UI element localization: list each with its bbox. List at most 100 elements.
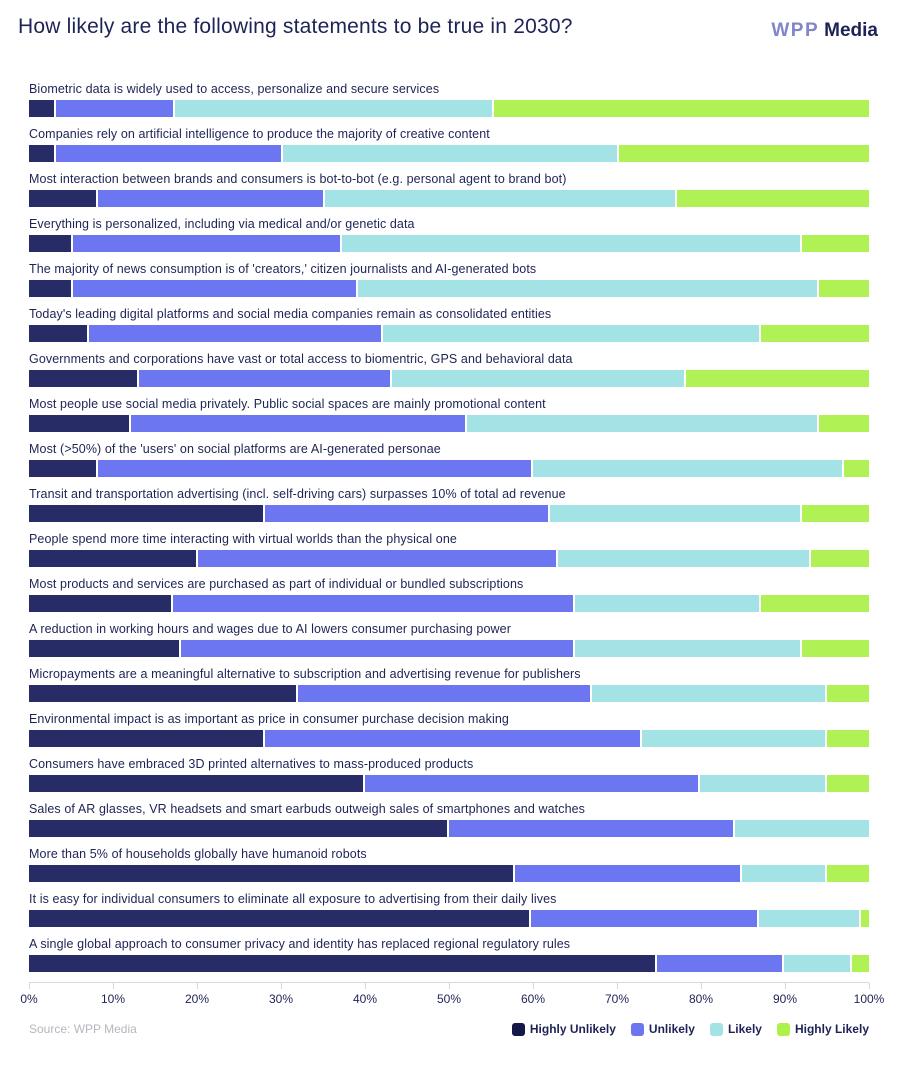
bar-segment-highly-unlikely xyxy=(29,235,71,252)
statement-label: It is easy for individual consumers to e… xyxy=(29,892,557,906)
axis-tick-label: 70% xyxy=(604,992,630,1006)
chart-row: Companies rely on artificial intelligenc… xyxy=(29,127,869,162)
statement-label: Transit and transportation advertising (… xyxy=(29,487,566,501)
stacked-bar xyxy=(29,415,869,432)
legend-label: Highly Likely xyxy=(794,1022,869,1036)
stacked-bar xyxy=(29,640,870,657)
axis-tick-label: 80% xyxy=(688,992,714,1006)
bar-segment-likely xyxy=(324,190,676,207)
bar-segment-likely xyxy=(735,820,869,837)
legend-item-highly-unlikely: Highly Unlikely xyxy=(511,1022,616,1036)
axis-tick-label: 0% xyxy=(20,992,38,1006)
bar-segment-unlikely xyxy=(56,100,173,117)
chart-row: It is easy for individual consumers to e… xyxy=(29,892,870,927)
bar-segment-highly-likely xyxy=(760,325,869,342)
axis-tick-label: 100% xyxy=(853,992,885,1006)
bar-segment-likely xyxy=(358,280,817,297)
bar-segment-highly-likely xyxy=(802,505,869,522)
bar-segment-highly-unlikely xyxy=(29,370,138,387)
statement-label: Biometric data is widely used to access,… xyxy=(29,82,440,96)
stacked-bar xyxy=(29,775,869,792)
bar-segment-highly-likely xyxy=(818,415,869,432)
bar-segment-highly-unlikely xyxy=(29,415,130,432)
bar-segment-unlikely xyxy=(56,145,282,162)
legend-swatch-likely xyxy=(709,1022,723,1036)
bar-segment-likely xyxy=(466,415,817,432)
bar-segment-unlikely xyxy=(72,235,340,252)
axis-tick-label: 20% xyxy=(184,992,210,1006)
bar-segment-unlikely xyxy=(172,595,574,612)
bar-segment-likely xyxy=(558,550,809,567)
bar-segment-likely xyxy=(550,505,801,522)
bar-segment-unlikely xyxy=(297,685,590,702)
bar-segment-highly-unlikely xyxy=(29,505,263,522)
chart-row: Environmental impact is as important as … xyxy=(29,712,869,747)
bar-segment-highly-unlikely xyxy=(29,955,655,972)
stacked-bar xyxy=(29,955,869,972)
bar-segment-highly-likely xyxy=(493,100,869,117)
bar-segment-highly-likely xyxy=(843,460,869,477)
statement-label: A single global approach to consumer pri… xyxy=(29,937,571,951)
bar-segment-unlikely xyxy=(264,505,549,522)
chart-row: A single global approach to consumer pri… xyxy=(29,937,869,972)
legend-swatch-highly-likely xyxy=(776,1022,790,1036)
bar-segment-unlikely xyxy=(449,820,734,837)
statement-label: Companies rely on artificial intelligenc… xyxy=(29,127,490,141)
chart-row: Sales of AR glasses, VR headsets and sma… xyxy=(29,802,869,837)
bar-segment-unlikely xyxy=(89,325,382,342)
bar-segment-unlikely xyxy=(514,865,740,882)
bar-segment-highly-unlikely xyxy=(29,910,530,927)
bar-segment-likely xyxy=(391,370,684,387)
bar-segment-unlikely xyxy=(97,460,532,477)
bar-segment-highly-likely xyxy=(760,595,869,612)
axis-tick xyxy=(29,983,30,989)
chart-rows: Biometric data is widely used to access,… xyxy=(29,82,870,972)
bar-segment-likely xyxy=(174,100,492,117)
bar-segment-highly-likely xyxy=(810,550,869,567)
chart-row: Most products and services are purchased… xyxy=(29,577,869,612)
bar-segment-unlikely xyxy=(97,190,323,207)
legend-item-highly-likely: Highly Likely xyxy=(776,1022,869,1036)
chart-row: A reduction in working hours and wages d… xyxy=(29,622,870,657)
bar-segment-highly-unlikely xyxy=(29,550,196,567)
stacked-bar xyxy=(29,280,870,297)
bar-segment-likely xyxy=(341,235,801,252)
bar-segment-unlikely xyxy=(364,775,699,792)
chart-row: Most people use social media privately. … xyxy=(29,397,869,432)
bar-segment-highly-likely xyxy=(827,775,869,792)
stacked-bar xyxy=(29,865,870,882)
bar-segment-unlikely xyxy=(72,280,357,297)
bar-segment-unlikely xyxy=(656,955,782,972)
bar-segment-highly-unlikely xyxy=(29,100,55,117)
statement-label: Consumers have embraced 3D printed alter… xyxy=(29,757,474,771)
stacked-bar xyxy=(29,595,869,612)
bar-segment-highly-likely xyxy=(802,640,870,657)
chart-row: Biometric data is widely used to access,… xyxy=(29,82,869,117)
bar-segment-highly-likely xyxy=(677,190,869,207)
chart-row: Everything is personalized, including vi… xyxy=(29,217,869,252)
axis-tick-label: 10% xyxy=(100,992,126,1006)
source-note: Source: WPP Media xyxy=(29,1022,137,1036)
wpp-media-logo: WPP Media xyxy=(771,20,878,42)
bar-segment-likely xyxy=(383,325,759,342)
axis-tick xyxy=(449,983,450,989)
axis-tick xyxy=(113,983,114,989)
stacked-bar xyxy=(29,235,869,252)
bar-segment-highly-likely xyxy=(860,910,870,927)
axis-tick-label: 90% xyxy=(772,992,798,1006)
bar-segment-likely xyxy=(283,145,617,162)
legend-label: Highly Unlikely xyxy=(529,1022,616,1036)
axis-tick xyxy=(533,983,534,989)
bar-segment-highly-likely xyxy=(852,955,869,972)
stacked-bar xyxy=(29,145,869,162)
bar-segment-highly-unlikely xyxy=(29,145,55,162)
chart-row: People spend more time interacting with … xyxy=(29,532,869,567)
bar-segment-likely xyxy=(783,955,851,972)
legend-item-likely: Likely xyxy=(709,1022,762,1036)
axis-tick xyxy=(701,983,702,989)
bar-segment-highly-unlikely xyxy=(29,595,171,612)
stacked-bar xyxy=(29,100,869,117)
stacked-bar xyxy=(29,460,869,477)
stacked-bar xyxy=(29,370,870,387)
statement-label: Everything is personalized, including vi… xyxy=(29,217,415,231)
